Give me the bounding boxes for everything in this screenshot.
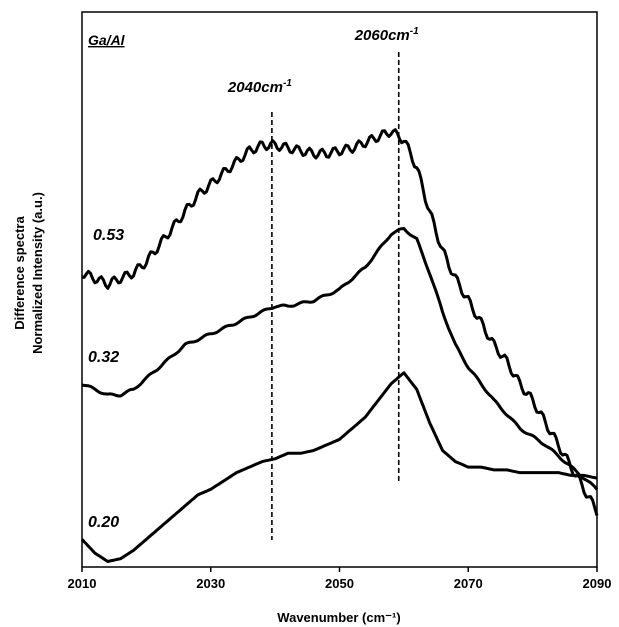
series-label-0.53: 0.53 [93,227,124,244]
series-group [80,128,599,563]
annotation-2040: 2040cm-1 [227,78,292,96]
legend-title: Ga/Al [88,32,126,48]
series-label-0.20: 0.20 [88,514,119,531]
x-tick-label: 2050 [325,576,354,591]
x-ticks: 2010 2030 2050 2070 2090 [68,567,612,591]
x-tick-label: 2010 [68,576,97,591]
series-line-0.53 [81,128,599,517]
x-tick-label: 2070 [454,576,483,591]
x-tick-label: 2090 [583,576,612,591]
series-label-0.32: 0.32 [88,349,119,366]
x-axis-title: Wavenumber (cm⁻¹) [277,610,400,625]
y-axis-title-line2: Normalized Intensity (a.u.) [30,192,45,354]
x-tick-label: 2030 [196,576,225,591]
series-line-0.32 [81,227,599,491]
annotation-2060: 2060cm-1 [354,26,419,44]
y-axis-title-line1: Difference spectra [12,216,27,330]
annotation-guides [271,52,400,540]
series-line-0.20 [80,371,598,563]
